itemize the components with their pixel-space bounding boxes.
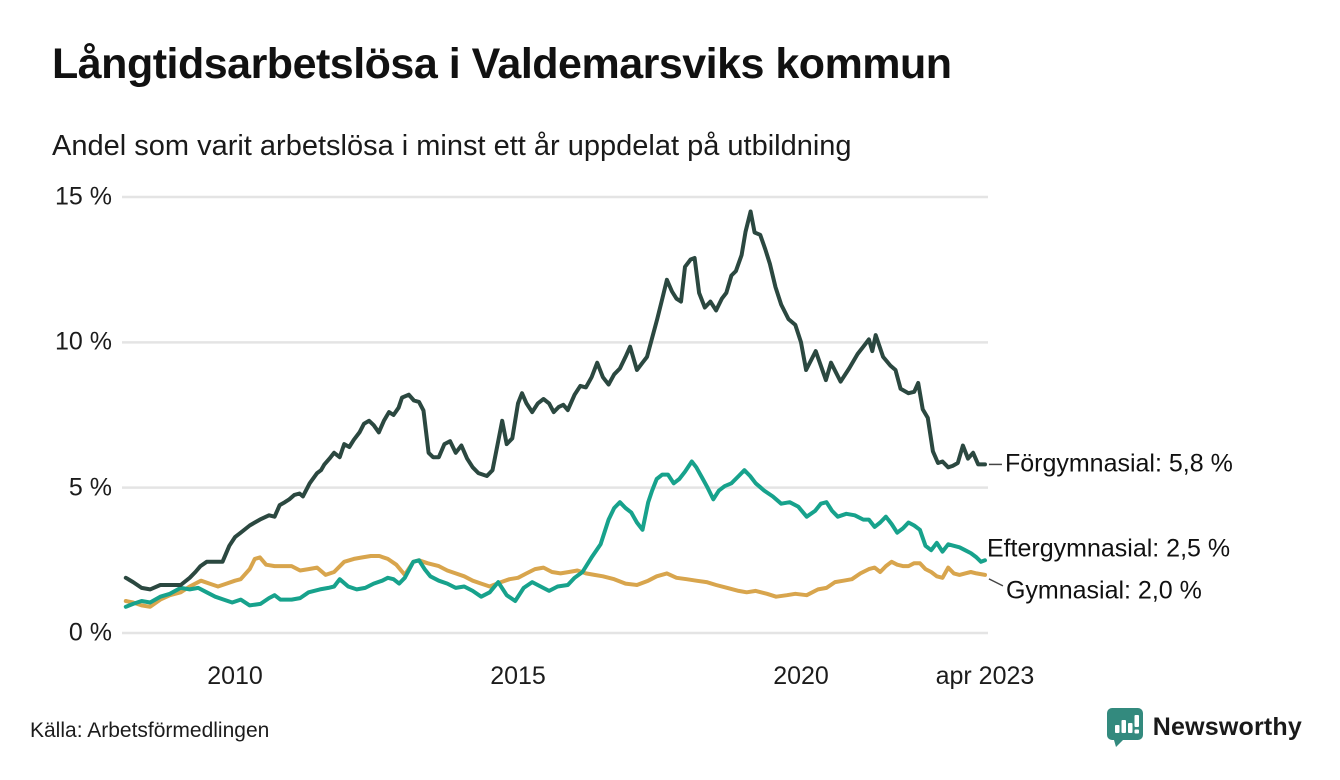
- series-label-eftergymnasial: Eftergymnasial: 2,5 %: [986, 534, 1231, 563]
- y-tick-10: 10 %: [55, 327, 112, 356]
- y-tick-0: 0 %: [68, 618, 112, 647]
- newsworthy-logo-text: Newsworthy: [1152, 712, 1302, 741]
- x-tick-2010: 2010: [207, 662, 263, 690]
- newsworthy-logo-icon: [1106, 708, 1143, 747]
- line-förgymnasial: [123, 209, 987, 592]
- source-note: Källa: Arbetsförmedlingen: [30, 719, 270, 742]
- series-label-gymnasial: Gymnasial: 2,0 %: [1005, 576, 1202, 605]
- line-gymnasial: [123, 554, 987, 609]
- page-title: Långtidsarbetslösa i Valdemarsviks kommu…: [52, 40, 952, 88]
- line-eftergymnasial: [123, 459, 987, 609]
- series-label-forgymnasial: Förgymnasial: 5,8 %: [1004, 449, 1233, 478]
- x-tick-apr-2023: apr 2023: [935, 662, 1035, 690]
- x-tick-2015: 2015: [490, 662, 546, 690]
- leader-gymnasial: [988, 578, 1004, 587]
- y-tick-5: 5 %: [68, 473, 112, 502]
- newsworthy-logo: Newsworthy: [1106, 706, 1302, 748]
- chart-subtitle: Andel som varit arbetslösa i minst ett å…: [52, 130, 852, 162]
- x-tick-2020: 2020: [773, 662, 829, 690]
- y-tick-15: 15 %: [55, 182, 112, 211]
